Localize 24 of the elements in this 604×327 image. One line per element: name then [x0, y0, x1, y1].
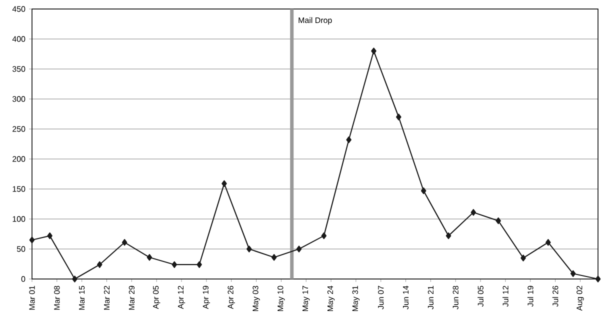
point: [570, 270, 576, 277]
point: [420, 187, 426, 194]
point: [196, 261, 202, 268]
point: [172, 261, 178, 268]
point: [496, 217, 501, 224]
point: [296, 246, 302, 252]
point: [470, 209, 476, 216]
point: [146, 254, 152, 261]
point: [321, 232, 327, 240]
point: [520, 254, 526, 262]
point: [96, 261, 102, 268]
point: [246, 246, 252, 252]
point: [371, 48, 376, 54]
point: [546, 239, 551, 246]
point: [72, 276, 78, 282]
point: [222, 180, 227, 187]
point: [446, 232, 452, 240]
point: [271, 254, 277, 261]
point: [122, 239, 128, 246]
point: [47, 232, 52, 240]
point: [595, 276, 601, 282]
point: [346, 136, 352, 144]
point: [396, 114, 402, 120]
point: [29, 236, 35, 244]
